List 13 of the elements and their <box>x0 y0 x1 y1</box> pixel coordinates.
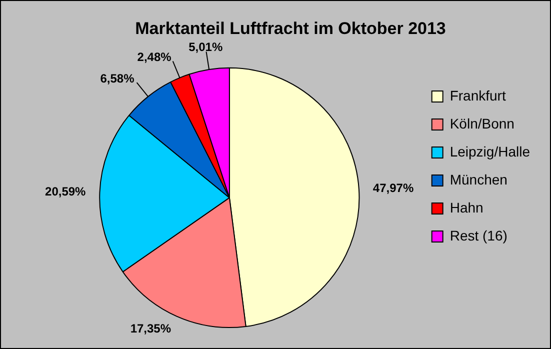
legend-label: München <box>450 171 508 188</box>
data-label: 6,58% <box>100 72 135 86</box>
data-label: 47,97% <box>372 180 414 195</box>
legend-label: Frankfurt <box>450 87 506 104</box>
data-label: 5,01% <box>188 40 223 54</box>
chart-title: Marktanteil Luftfracht im Oktober 2013 <box>135 18 446 38</box>
data-label: 2,48% <box>137 50 172 64</box>
legend-label: Leipzig/Halle <box>450 143 530 160</box>
legend-label: Hahn <box>450 199 484 216</box>
legend-label: Köln/Bonn <box>450 115 514 132</box>
data-label: 17,35% <box>130 321 172 336</box>
data-label: 20,59% <box>45 184 86 198</box>
legend-label: Rest (16) <box>450 227 508 244</box>
